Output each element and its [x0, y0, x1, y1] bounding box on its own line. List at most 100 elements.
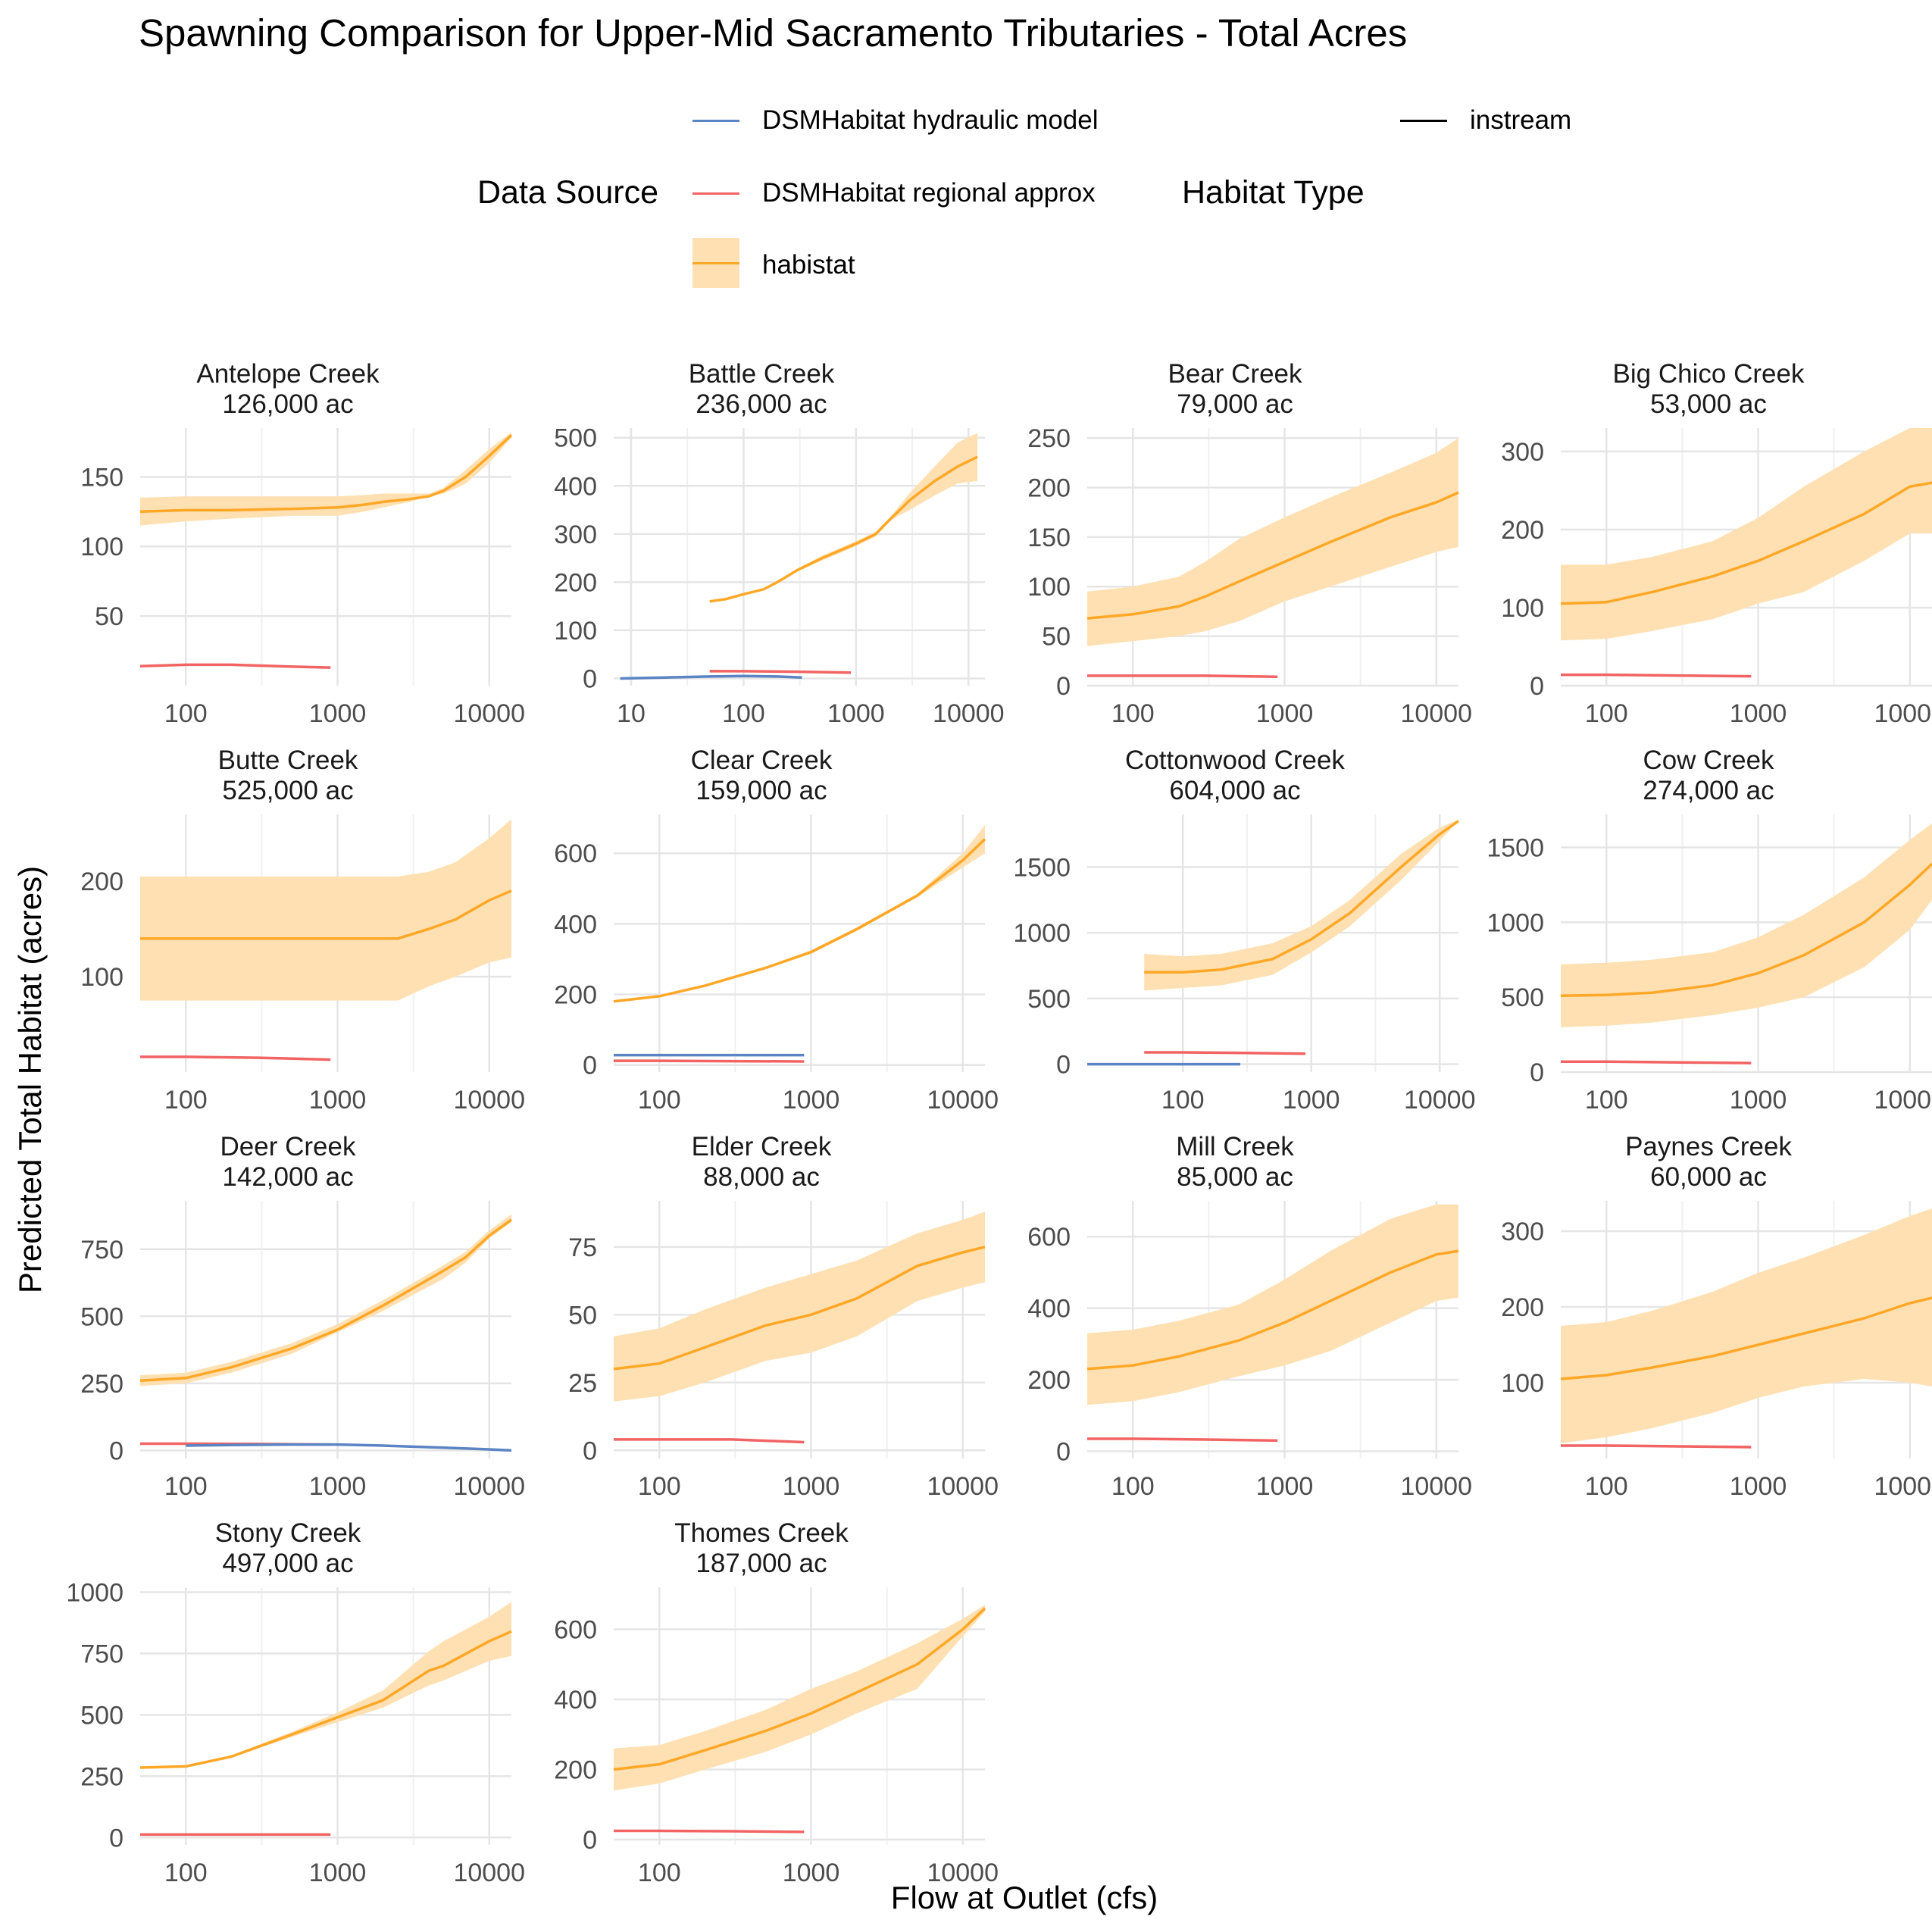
panel-title: Paynes Creek — [1625, 1132, 1792, 1161]
y-tick-label: 1500 — [1487, 833, 1544, 862]
panel-subtitle: 274,000 ac — [1643, 776, 1774, 805]
y-tick-label: 100 — [80, 533, 123, 561]
panel-subtitle: 159,000 ac — [696, 776, 827, 805]
y-tick-label: 50 — [95, 602, 123, 631]
habistat-band — [614, 1605, 985, 1791]
x-tick-label: 1000 — [309, 1859, 367, 1887]
y-tick-label: 200 — [554, 1756, 597, 1785]
y-tick-label: 750 — [80, 1640, 123, 1668]
x-tick-label: 10000 — [1400, 1472, 1472, 1501]
x-tick-label: 10000 — [1874, 1472, 1932, 1501]
y-tick-label: 0 — [583, 1436, 597, 1465]
x-tick-label: 10000 — [933, 699, 1005, 728]
regional-approx-line — [1087, 1437, 1278, 1443]
x-tick-label: 10000 — [1874, 699, 1932, 728]
y-tick-label: 100 — [554, 617, 597, 646]
panel-title: Cottonwood Creek — [1125, 746, 1345, 775]
habistat-line — [1144, 820, 1460, 974]
legend-title-habitat-type: Habitat Type — [1182, 174, 1365, 211]
panel-subtitle: 88,000 ac — [703, 1162, 820, 1192]
panel-subtitle: 604,000 ac — [1169, 776, 1300, 805]
habistat-line — [613, 1607, 986, 1771]
panel-title: Thomes Creek — [674, 1518, 849, 1548]
panel-title: Elder Creek — [692, 1132, 832, 1161]
y-tick-label: 0 — [1530, 1058, 1544, 1087]
regional-approx-line — [1561, 1444, 1752, 1449]
y-tick-label: 0 — [1056, 1438, 1071, 1467]
y-tick-label: 400 — [1027, 1295, 1071, 1324]
legend-key-hydraulic — [692, 120, 739, 122]
habistat-band — [140, 819, 511, 1001]
x-tick-label: 1000 — [309, 1472, 367, 1501]
habistat-band — [1087, 1204, 1458, 1405]
panel-subtitle: 53,000 ac — [1650, 389, 1767, 419]
regional-approx-line — [614, 1829, 805, 1834]
x-tick-label: 1000 — [1730, 1086, 1787, 1114]
regional-approx-line — [1087, 674, 1278, 678]
y-tick-label: 0 — [1056, 1051, 1071, 1080]
habistat-band — [140, 432, 511, 526]
x-tick-label: 1000 — [783, 1086, 840, 1114]
panel-subtitle: 142,000 ac — [222, 1162, 353, 1192]
y-tick-label: 200 — [1501, 1293, 1544, 1322]
legend-title-data-source: Data Source — [477, 174, 659, 211]
habistat-line — [140, 889, 512, 940]
y-tick-label: 100 — [80, 963, 123, 992]
habistat-band — [614, 825, 985, 1002]
legend-label-instream: instream — [1470, 105, 1572, 135]
y-tick-label: 150 — [80, 463, 123, 492]
y-tick-label: 500 — [80, 1302, 123, 1331]
habistat-line — [139, 1218, 513, 1383]
panel-subtitle: 126,000 ac — [222, 389, 353, 419]
habistat-band — [1561, 428, 1932, 641]
panel-subtitle: 60,000 ac — [1650, 1162, 1767, 1192]
panel-title: Antelope Creek — [196, 359, 380, 389]
y-tick-label: 100 — [1027, 573, 1071, 602]
habistat-line — [613, 1246, 986, 1371]
x-tick-label: 1000 — [783, 1472, 840, 1501]
x-tick-label: 10000 — [1400, 699, 1472, 728]
y-tick-label: 600 — [554, 1616, 597, 1645]
y-tick-label: 200 — [554, 568, 597, 597]
x-tick-label: 1000 — [309, 699, 367, 728]
x-tick-label: 10000 — [927, 1086, 999, 1114]
x-tick-label: 1000 — [1256, 1472, 1314, 1501]
y-tick-label: 50 — [1042, 623, 1071, 652]
x-tick-label: 100 — [1585, 1086, 1628, 1114]
panel-title: Stony Creek — [215, 1518, 361, 1548]
habistat-line — [139, 433, 513, 514]
y-tick-label: 0 — [583, 1826, 597, 1855]
x-tick-label: 100 — [638, 1086, 681, 1114]
y-tick-label: 0 — [1056, 672, 1071, 701]
y-tick-label: 600 — [1027, 1223, 1071, 1252]
x-tick-label: 100 — [638, 1859, 681, 1887]
x-tick-label: 100 — [638, 1472, 681, 1501]
y-tick-label: 200 — [1027, 1366, 1071, 1395]
y-tick-label: 1000 — [1487, 908, 1544, 937]
panel-subtitle: 187,000 ac — [696, 1549, 827, 1578]
y-tick-label: 75 — [568, 1233, 597, 1262]
y-tick-label: 200 — [1501, 516, 1544, 545]
regional-approx-line — [1561, 673, 1752, 678]
x-tick-label: 10000 — [927, 1472, 999, 1501]
x-tick-label: 10000 — [927, 1859, 999, 1887]
panel-title: Cow Creek — [1643, 746, 1774, 775]
regional-approx-line — [139, 663, 331, 669]
y-tick-label: 500 — [554, 424, 597, 453]
panel-title: Big Chico Creek — [1613, 359, 1805, 389]
y-tick-label: 300 — [554, 521, 597, 549]
hydraulic-model-line — [186, 1443, 512, 1452]
chart-title: Spawning Comparison for Upper-Mid Sacram… — [139, 11, 1408, 55]
habistat-band — [709, 433, 978, 602]
panel-subtitle: 497,000 ac — [222, 1549, 353, 1578]
y-tick-label: 0 — [583, 1052, 597, 1080]
y-tick-label: 750 — [80, 1236, 123, 1265]
